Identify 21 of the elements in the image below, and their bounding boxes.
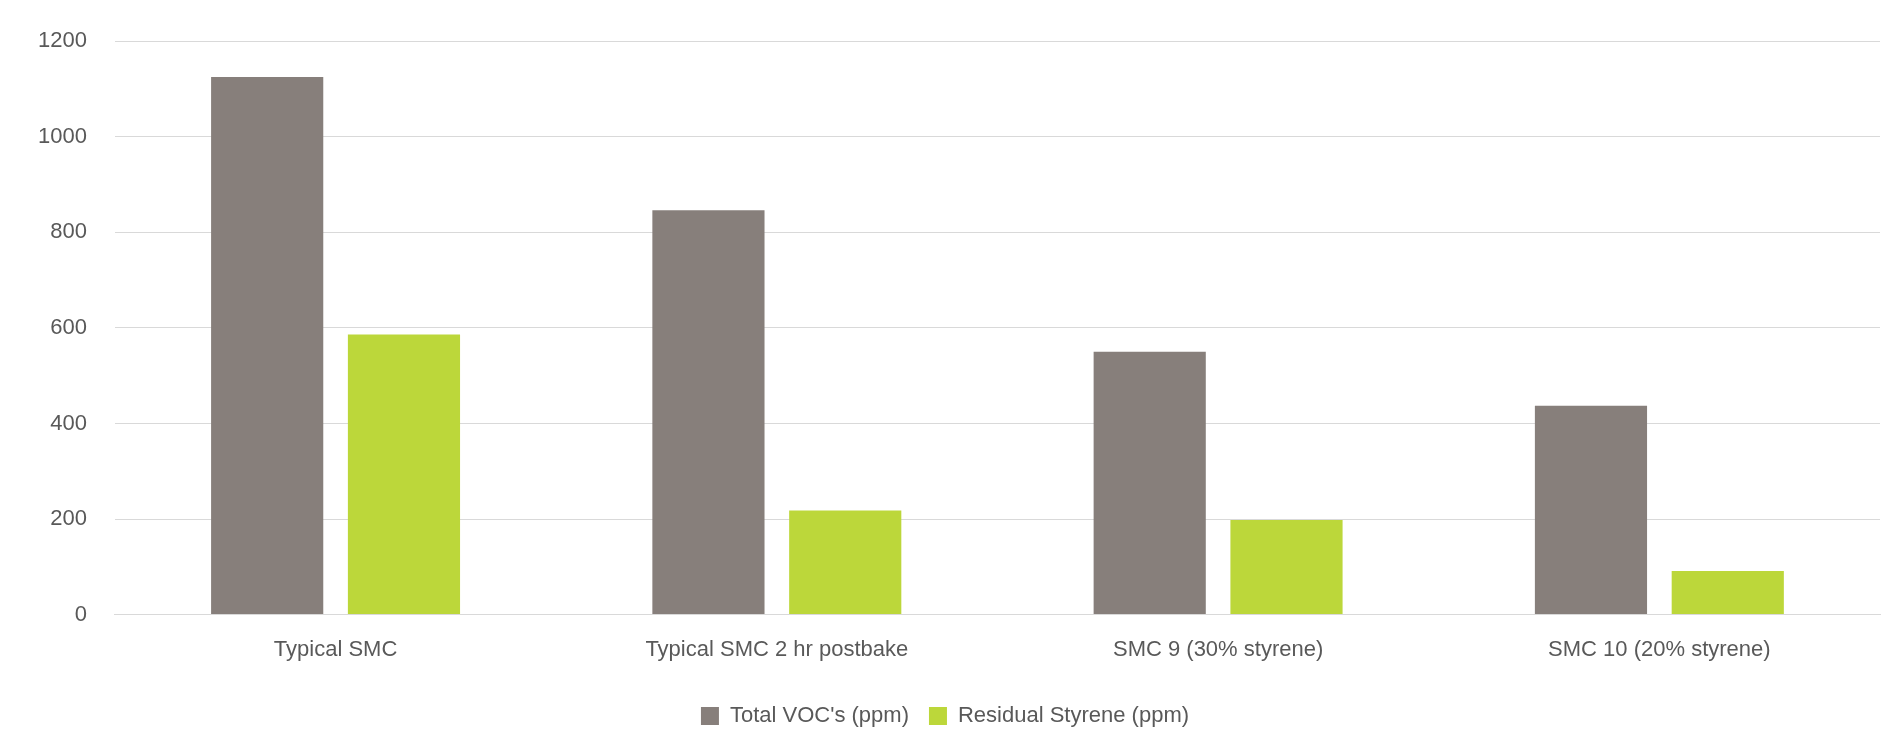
y-tick-label: 200 bbox=[50, 505, 87, 531]
bar bbox=[652, 210, 765, 615]
bar bbox=[347, 334, 461, 615]
x-tick-label: Typical SMC 2 hr postbake bbox=[645, 635, 909, 661]
bar bbox=[211, 77, 324, 615]
x-tick-label: SMC 10 (20% styrene) bbox=[1548, 635, 1771, 661]
bar bbox=[789, 510, 902, 615]
y-tick-label: 0 bbox=[74, 600, 87, 626]
x-tick-label: Typical SMC bbox=[273, 635, 398, 661]
bar bbox=[1671, 571, 1784, 615]
y-tick-label: 600 bbox=[50, 313, 87, 339]
legend-label: Total VOC's (ppm) bbox=[729, 702, 909, 728]
y-tick-label: 1000 bbox=[37, 122, 87, 148]
bar bbox=[1230, 519, 1343, 615]
x-tick-label: SMC 9 (30% styrene) bbox=[1112, 635, 1324, 661]
y-tick-label: 400 bbox=[50, 409, 87, 435]
y-tick-label: 800 bbox=[50, 218, 87, 244]
bar bbox=[1534, 405, 1648, 615]
y-tick-label: 1200 bbox=[37, 27, 87, 53]
legend-label: Residual Styrene (ppm) bbox=[957, 702, 1190, 728]
bar bbox=[1093, 351, 1206, 615]
